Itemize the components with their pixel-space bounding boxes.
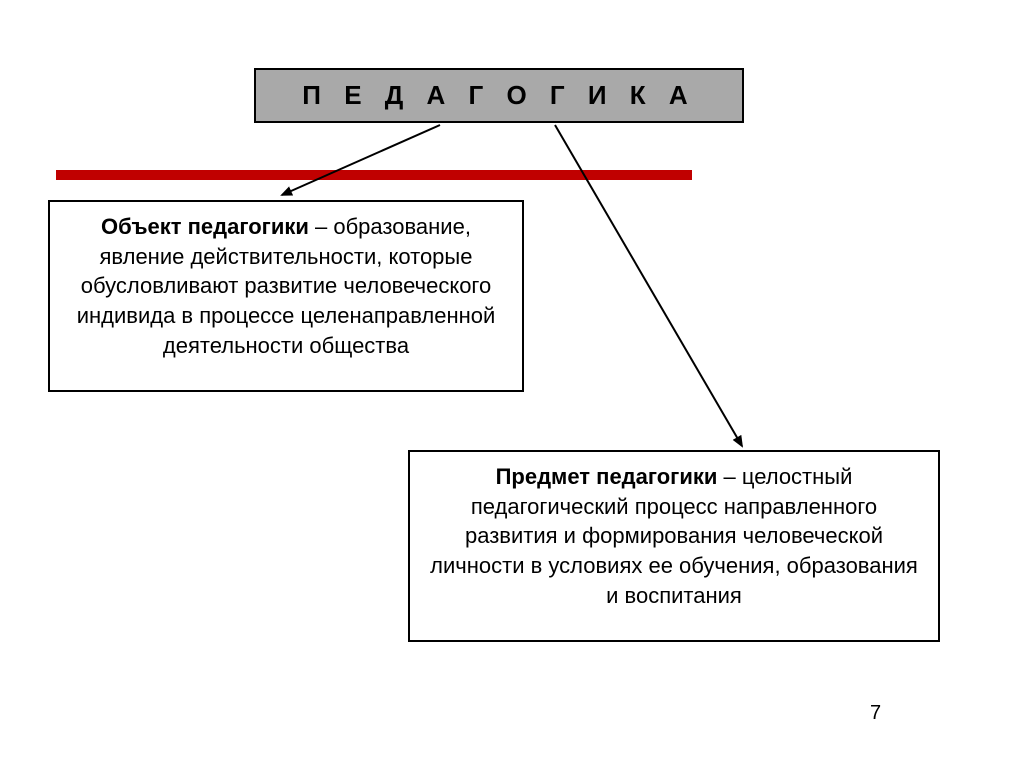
title-box: П Е Д А Г О Г И К А: [254, 68, 744, 123]
object-label: Объект педагогики: [101, 214, 309, 239]
subject-label: Предмет педагогики: [496, 464, 718, 489]
subject-pedagogy-box: Предмет педагогики – целостный педагогич…: [408, 450, 940, 642]
title-text: П Е Д А Г О Г И К А: [302, 80, 695, 111]
object-pedagogy-box: Объект педагогики – образование, явление…: [48, 200, 524, 392]
decorative-red-line: [56, 170, 692, 180]
page-number: 7: [870, 702, 881, 725]
arrow-to-object: [282, 125, 440, 195]
